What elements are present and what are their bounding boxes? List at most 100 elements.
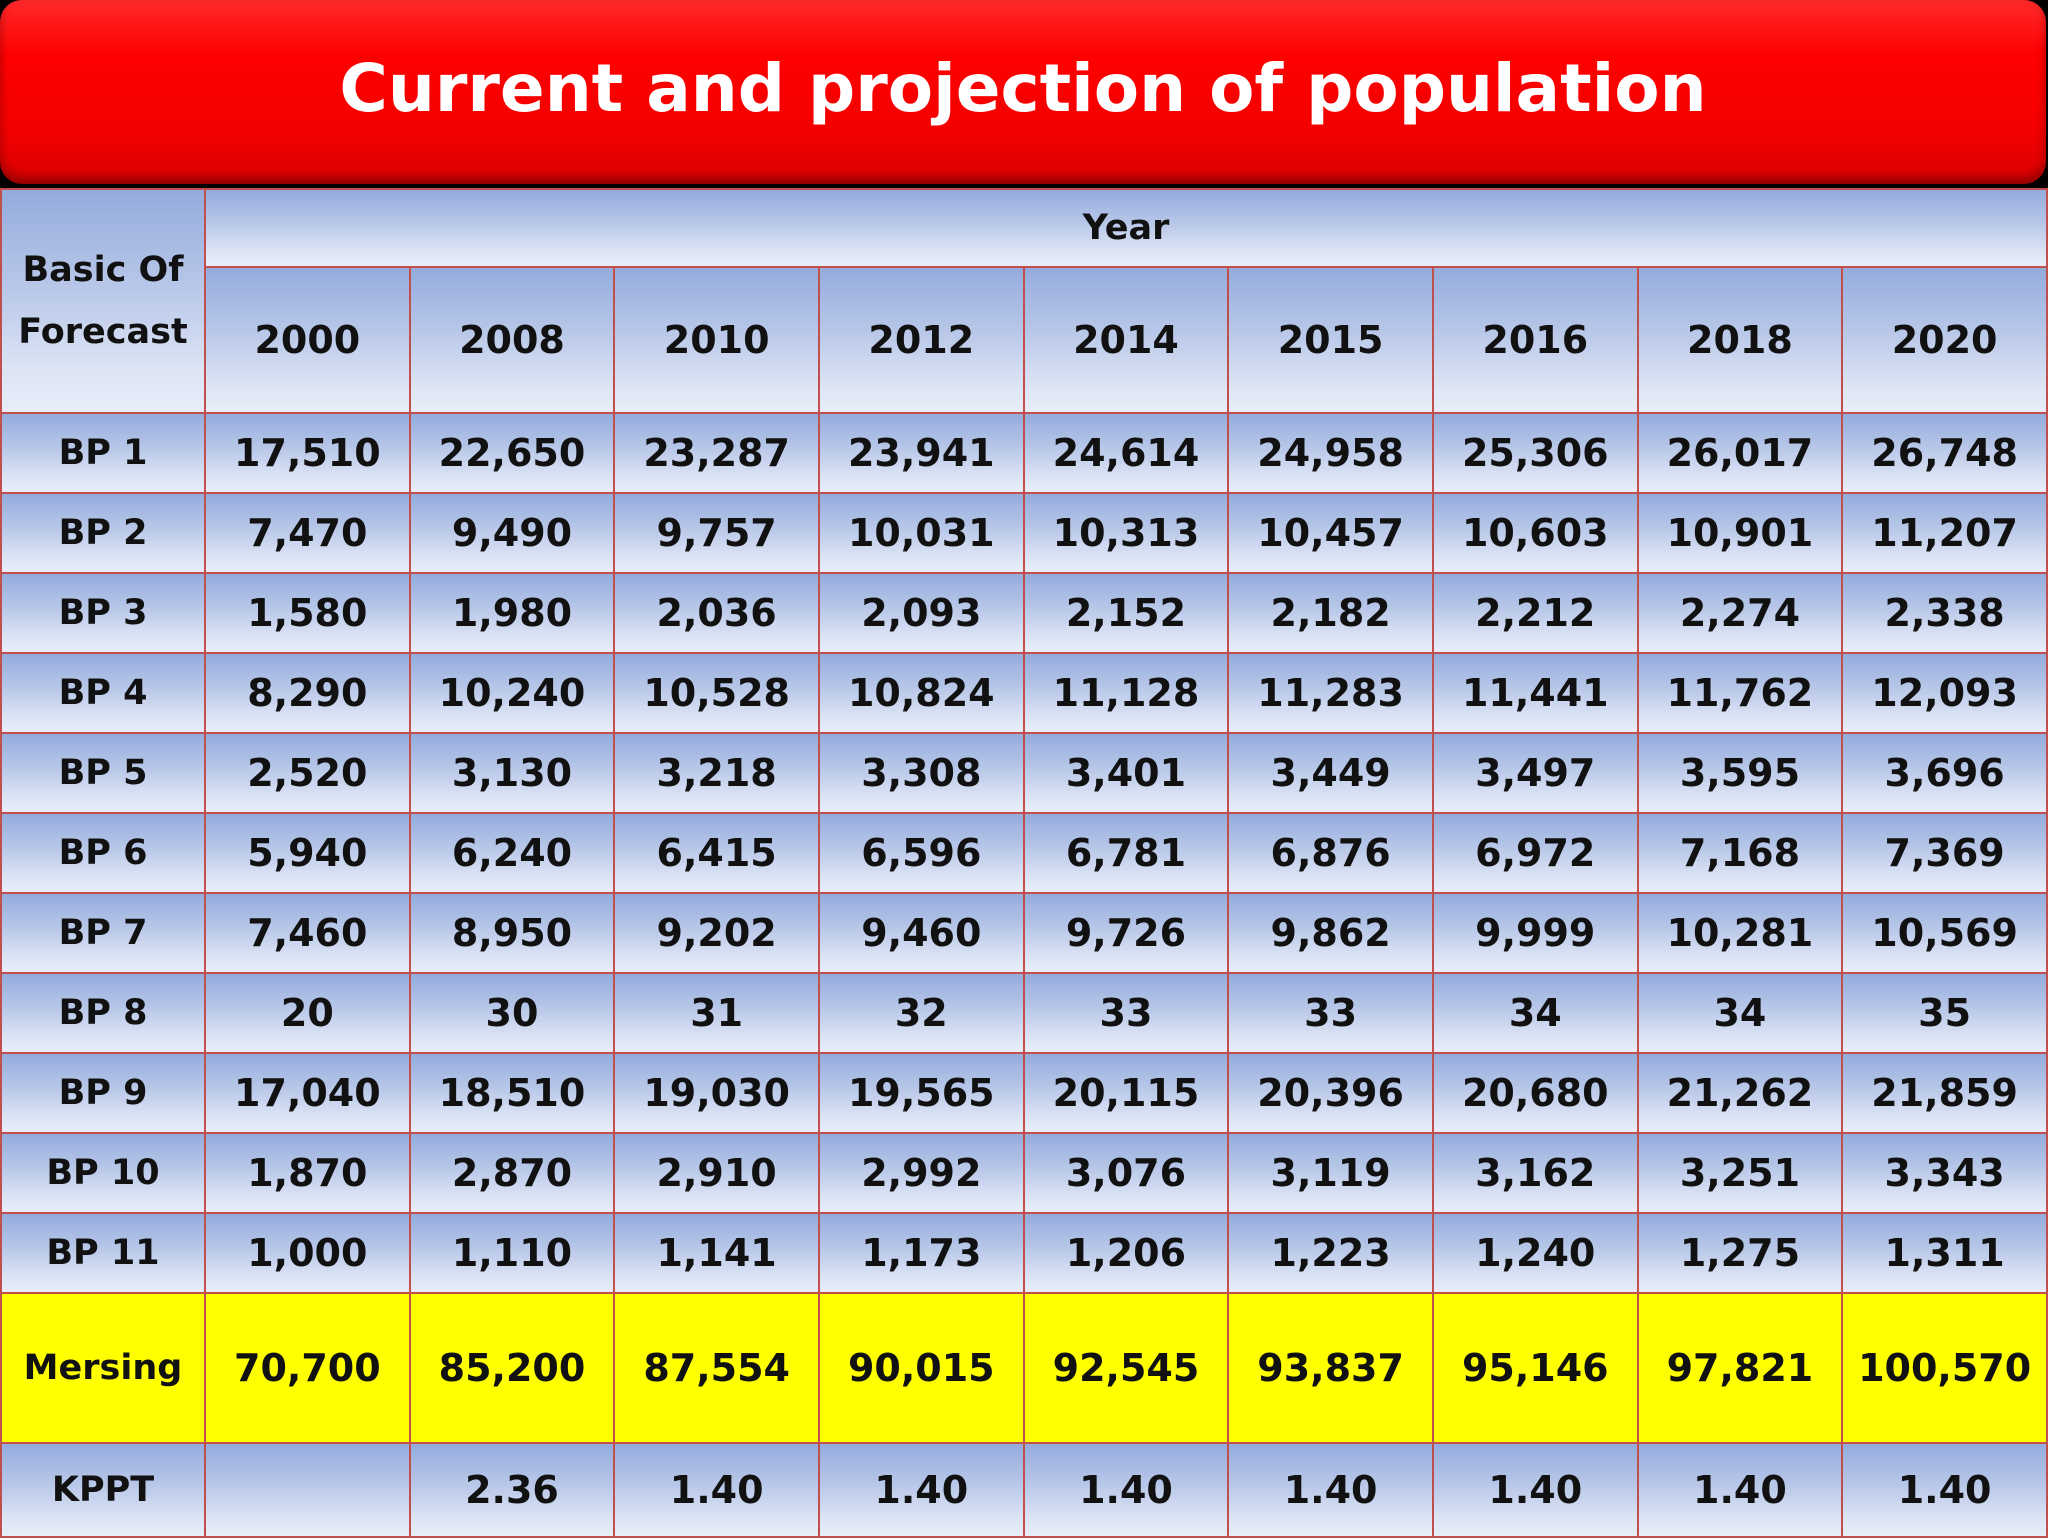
- table-cell: 1,110: [408, 1212, 616, 1294]
- cell-value: 3,251: [1679, 1151, 1801, 1195]
- row-label: BP 4: [58, 673, 148, 713]
- table-cell: 3,696: [1841, 732, 2048, 814]
- year-header-cell: 2008: [408, 266, 616, 414]
- table-cell: 3,308: [817, 732, 1025, 814]
- cell-value: 1,870: [247, 1151, 368, 1195]
- header-row-year-group: Basic Of Forecast Year: [0, 188, 2048, 414]
- population-table-container: Basic Of Forecast Year 2000 2008 2010 2012 2…: [0, 188, 2048, 1538]
- total-row-mersing: Mersing 70,700 85,200 87,554 90,015 92,545 93,…: [0, 1292, 2048, 1444]
- table-cell: 7,168: [1636, 812, 1844, 894]
- cell-value: 2,152: [1065, 591, 1187, 635]
- cell-value: 21,262: [1666, 1071, 1814, 1115]
- table-cell: 85,200: [408, 1292, 616, 1444]
- cell-value: 10,313: [1052, 511, 1200, 555]
- table-cell: 9,726: [1022, 892, 1230, 974]
- table-cell: 20,396: [1227, 1052, 1434, 1134]
- table-row: BP 6 5,940 6,240 6,415 6,596 6,781 6,876 6,972 7…: [0, 812, 2048, 894]
- cell-value: 3,076: [1065, 1151, 1187, 1195]
- cell-value: 22,650: [438, 431, 586, 475]
- cell-value: 31: [690, 991, 744, 1035]
- cell-value: 6,876: [1270, 831, 1391, 875]
- year-header-cell: 2015: [1227, 266, 1434, 414]
- table-cell: 3,343: [1841, 1132, 2048, 1214]
- table-cell: 6,781: [1022, 812, 1230, 894]
- cell-value: 1,173: [861, 1231, 982, 1275]
- cell-value: 2,274: [1679, 591, 1801, 635]
- year-header-cell: 2000: [204, 266, 411, 414]
- cell-value: 11,283: [1257, 671, 1404, 715]
- cell-value: 2,212: [1475, 591, 1596, 635]
- table-cell: 12,093: [1841, 652, 2048, 734]
- cell-value: 10,031: [847, 511, 995, 555]
- table-cell: 9,490: [408, 492, 616, 574]
- table-cell: 11,207: [1841, 492, 2048, 574]
- cell-value: 2,520: [247, 751, 368, 795]
- table-cell: 10,603: [1431, 492, 1639, 574]
- cell-value: 97,821: [1666, 1346, 1814, 1390]
- table-cell: 10,457: [1227, 492, 1434, 574]
- cell-value: 11,762: [1666, 671, 1814, 715]
- cell-value: 3,218: [656, 751, 777, 795]
- cell-value: 35: [1918, 991, 1972, 1035]
- table-row: BP 8 20 30 31 32 33 33 34 34 35: [0, 972, 2048, 1054]
- table-cell: 3,162: [1431, 1132, 1639, 1214]
- table-cell: 90,015: [817, 1292, 1025, 1444]
- cell-value: 18,510: [438, 1071, 586, 1115]
- table-row: BP 11 1,000 1,110 1,141 1,173 1,206 1,223 1,240…: [0, 1212, 2048, 1294]
- table-cell: 19,565: [817, 1052, 1025, 1134]
- cell-value: 10,240: [438, 671, 586, 715]
- year-group-header-cell: Year: [204, 188, 2048, 268]
- cell-value: 10,569: [1871, 911, 2018, 955]
- cell-value: 30: [485, 991, 539, 1035]
- cell-value: 2,093: [861, 591, 982, 635]
- cell-value: 26,748: [1871, 431, 2018, 475]
- cell-value: 8,950: [451, 911, 573, 955]
- table-cell: 3,076: [1022, 1132, 1230, 1214]
- table-cell: 35: [1841, 972, 2048, 1054]
- cell-value: 2,036: [656, 591, 777, 635]
- cell-value: 10,281: [1666, 911, 1814, 955]
- cell-value: 93,837: [1257, 1346, 1404, 1390]
- table-cell: 10,569: [1841, 892, 2048, 974]
- cell-value: 1.40: [1897, 1468, 1992, 1512]
- table-cell: 3,251: [1636, 1132, 1844, 1214]
- table-cell: 23,941: [817, 412, 1025, 494]
- cell-value: 2,182: [1270, 591, 1391, 635]
- cell-value: 3,343: [1884, 1151, 2005, 1195]
- table-cell: 3,497: [1431, 732, 1639, 814]
- cell-value: 9,757: [656, 511, 777, 555]
- cell-value: 19,030: [643, 1071, 790, 1115]
- table-cell: 3,449: [1227, 732, 1434, 814]
- row-label: BP 5: [58, 753, 148, 793]
- cell-value: 8,290: [247, 671, 368, 715]
- cell-value: 23,941: [847, 431, 995, 475]
- table-cell: 24,958: [1227, 412, 1434, 494]
- table-cell: 25,306: [1431, 412, 1639, 494]
- row-label-cell: KPPT: [0, 1442, 206, 1538]
- year-header-label: 2018: [1687, 318, 1793, 362]
- cell-value: 6,596: [861, 831, 982, 875]
- population-table: Basic Of Forecast Year 2000 2008 2010 2012 2…: [0, 188, 2048, 1538]
- table-cell: 2,212: [1431, 572, 1639, 654]
- table-cell: 20,680: [1431, 1052, 1639, 1134]
- cell-value: 87,554: [643, 1346, 790, 1390]
- table-cell: 11,762: [1636, 652, 1844, 734]
- year-header-label: 2014: [1073, 318, 1179, 362]
- cell-value: 19,565: [847, 1071, 995, 1115]
- row-label-cell: BP 10: [0, 1132, 206, 1214]
- table-row: BP 1 17,510 22,650 23,287 23,941 24,614 24,958…: [0, 412, 2048, 494]
- cell-value: 7,369: [1884, 831, 2005, 875]
- table-row: BP 5 2,520 3,130 3,218 3,308 3,401 3,449 3,497 3…: [0, 732, 2048, 814]
- table-cell: 7,460: [204, 892, 411, 974]
- cell-value: 24,614: [1052, 431, 1200, 475]
- row-label-cell: BP 4: [0, 652, 206, 734]
- cell-value: 10,603: [1461, 511, 1609, 555]
- table-cell: 2,338: [1841, 572, 2048, 654]
- table-cell: 9,862: [1227, 892, 1434, 974]
- table-cell: 1.40: [1431, 1442, 1639, 1538]
- row-label-cell: BP 7: [0, 892, 206, 974]
- table-cell: 1,141: [613, 1212, 820, 1294]
- table-cell: 70,700: [204, 1292, 411, 1444]
- table-cell: 6,415: [613, 812, 820, 894]
- table-cell: 1,223: [1227, 1212, 1434, 1294]
